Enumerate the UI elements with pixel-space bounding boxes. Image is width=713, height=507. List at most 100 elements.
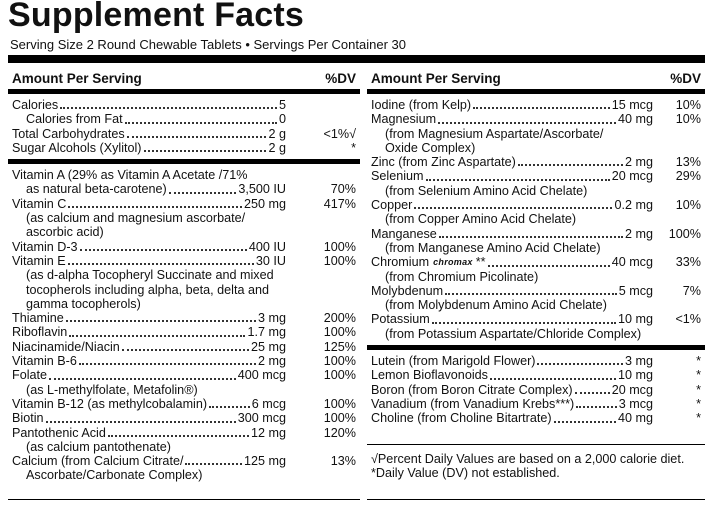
dot-leader (431, 321, 616, 324)
note-text: (as d-alpha Tocopheryl Succinate and mix… (26, 268, 274, 283)
nutrient-row: Lutein (from Marigold Flower) 3 mg * (371, 354, 701, 368)
daily-value: 125% (323, 339, 356, 354)
amount: 250 mg (243, 196, 286, 211)
nutrient-note: (from Chromium Picolinate) (371, 270, 701, 284)
dot-leader (576, 406, 617, 409)
amount: 2 mg (258, 354, 286, 369)
amount: 2 mg (625, 226, 653, 241)
nutrient-group: Iodine (from Kelp) 15 mcg 10% Magnesium 40 m… (367, 94, 705, 345)
nutrient-name: Niacinamide/Niacin (12, 339, 120, 354)
nutrient-row: Niacinamide/Niacin 25 mg 125% (12, 340, 356, 354)
daily-value: 100% (323, 396, 356, 411)
dot-leader (69, 334, 246, 337)
daily-value: 100% (668, 226, 701, 241)
dot-leader (121, 349, 249, 352)
daily-value: 33% (675, 255, 701, 270)
nutrient-name: as natural beta-carotene) (26, 182, 167, 197)
nutrient-row: Riboflavin 1.7 mg 100% (12, 325, 356, 339)
dot-leader (168, 191, 237, 194)
daily-value: * (696, 368, 701, 383)
daily-value: 13% (330, 454, 356, 469)
nutrient-name: Riboflavin (12, 325, 68, 340)
nutrient-name: Lemon Bioflavonoids (371, 368, 488, 383)
nutrient-name: Pantothenic Acid (12, 425, 106, 440)
serving-info: Serving Size 2 Round Chewable Tablets • … (10, 37, 406, 52)
daily-value: 100% (323, 368, 356, 383)
nutrient-note: (from Magnesium Aspartate/Ascorbate/ (371, 127, 701, 141)
amount: 12 mg (250, 425, 286, 440)
daily-value: * (351, 140, 356, 155)
nutrient-row: Vitamin B-6 2 mg 100% (12, 354, 356, 368)
nutrient-row: Vanadium (from Vanadium Krebs***) 3 mcg * (371, 397, 701, 411)
nutrient-name: Potassium (371, 312, 430, 327)
amount-heading: Amount Per Serving (12, 71, 142, 86)
nutrient-row: as natural beta-carotene) 3,500 IU 70% (12, 182, 356, 196)
group-separator (8, 159, 360, 165)
note-text: Oxide Complex) (385, 140, 476, 155)
nutrient-note: (from Manganese Amino Acid Chelate) (371, 241, 701, 255)
nutrient-note: (as calcium pantothenate) (12, 440, 356, 454)
dot-leader (473, 107, 610, 110)
daily-value: * (696, 354, 701, 369)
nutrient-note: Oxide Complex) (371, 141, 701, 155)
nutrient-row: Vitamin C 250 mg 417% (12, 197, 356, 211)
nutrient-name: Vitamin B-6 (12, 354, 77, 369)
nutrient-row: Magnesium 40 mg 10% (371, 112, 701, 126)
amount: 2 g (268, 140, 286, 155)
nutrient-row: Choline (from Choline Bitartrate) 40 mg * (371, 411, 701, 425)
amount: 0 (278, 112, 286, 127)
dot-leader (438, 121, 616, 124)
nutrient-row: Sugar Alcohols (Xylitol) 2 g * (12, 141, 356, 155)
nutrient-row: Pantothenic Acid 12 mg 120% (12, 426, 356, 440)
nutrient-row: Chromium chromax ** 40 mcg 33% (371, 255, 701, 269)
daily-value: 417% (323, 196, 356, 211)
dot-leader (49, 377, 236, 380)
nutrient-note: (as calcium and magnesium ascorbate/ (12, 211, 356, 225)
amount: 2 g (268, 126, 286, 141)
dot-leader (425, 178, 610, 181)
dot-leader (78, 363, 256, 366)
daily-value: 70% (330, 182, 356, 197)
note-text: Ascorbate/Carbonate Complex) (26, 468, 203, 483)
nutrient-name: Calcium (from Calcium Citrate/ (12, 454, 184, 469)
dot-leader (209, 406, 250, 409)
nutrient-name: Folate (12, 368, 48, 383)
nutrient-name: Vitamin D-3 (12, 239, 78, 254)
amount: 1.7 mg (247, 325, 286, 340)
daily-value: 100% (323, 253, 356, 268)
dot-leader (414, 207, 613, 210)
nutrient-row: Vitamin D-3 400 IU 100% (12, 240, 356, 254)
nutrient-row: Potassium 10 mg <1% (371, 312, 701, 326)
amount: 40 mg (617, 112, 653, 127)
nutrient-name: Copper (371, 198, 413, 213)
nutrient-row: Zinc (from Zinc Aspartate) 2 mg 13% (371, 155, 701, 169)
nutrient-note: gamma tocopherols) (12, 297, 356, 311)
nutrient-row: Calories from Fat 0 (12, 112, 356, 126)
nutrient-row: Iodine (from Kelp) 15 mcg 10% (371, 98, 701, 112)
footnote-text: √Percent Daily Values are based on a 2,0… (371, 451, 685, 466)
dv-heading: %DV (325, 71, 356, 86)
dot-leader (45, 420, 236, 423)
amount: 15 mcg (611, 98, 653, 112)
daily-value: * (696, 382, 701, 397)
amount: 10 mg (617, 312, 653, 327)
nutrient-row: Calories 5 (12, 98, 356, 112)
dot-leader (126, 135, 267, 138)
amount: 400 mcg (237, 368, 286, 383)
note-text: (from Molybdenum Amino Acid Chelate) (385, 298, 607, 313)
daily-value: 29% (675, 169, 701, 184)
nutrient-name: Vitamin A (29% as Vitamin A Acetate /71% (12, 168, 248, 183)
nutrient-note: (as L-methylfolate, Metafolin®) (12, 383, 356, 397)
amount: 3 mg (258, 311, 286, 326)
nutrient-group: Calories 5 Calories from Fat 0 Total Carbohy… (8, 94, 360, 159)
dv-heading: %DV (670, 71, 701, 86)
group-separator (367, 345, 705, 351)
nutrient-row: Thiamine 3 mg 200% (12, 311, 356, 325)
nutrient-name: Zinc (from Zinc Aspartate) (371, 155, 516, 170)
dot-leader (124, 121, 277, 124)
note-text: (from Selenium Amino Acid Chelate) (385, 183, 588, 198)
nutrient-row: Molybdenum 5 mcg 7% (371, 284, 701, 298)
dot-leader (67, 263, 254, 266)
daily-value: * (696, 396, 701, 411)
